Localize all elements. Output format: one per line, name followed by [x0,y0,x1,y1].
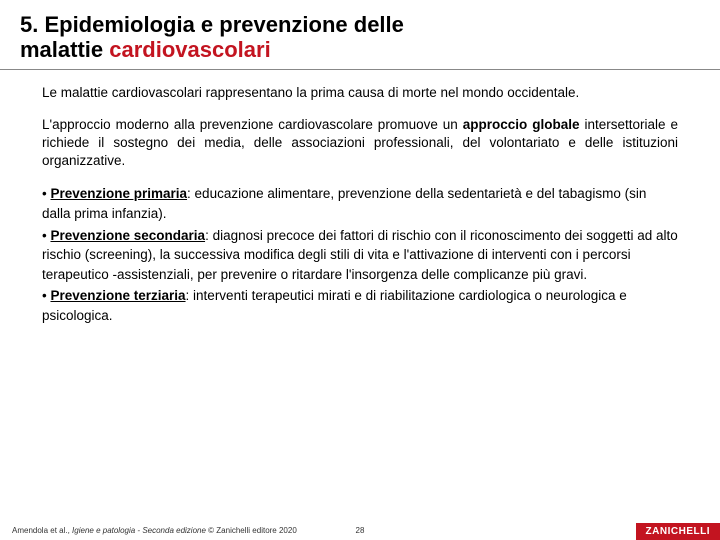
slide: 5. Epidemiologia e prevenzione delle mal… [0,0,720,540]
bullet-term: Prevenzione secondaria [50,228,205,243]
credit-italic: Igiene e patologia - Seconda edizione [72,526,206,535]
bullet-term: Prevenzione primaria [50,186,187,201]
bullet-item: • Prevenzione secondaria: diagnosi preco… [42,226,678,285]
credit-pre: Amendola et al., [12,526,72,535]
para2-lead: L'approccio moderno alla prevenzione car… [42,117,463,132]
bullet-list: • Prevenzione primaria: educazione alime… [42,184,678,325]
title-line1: 5. Epidemiologia e prevenzione delle [20,12,404,37]
footer-credit: Amendola et al., Igiene e patologia - Se… [12,526,297,535]
bullet-item: • Prevenzione terziaria: interventi tera… [42,286,678,325]
credit-post: © Zanichelli editore 2020 [206,526,297,535]
bullet-item: • Prevenzione primaria: educazione alime… [42,184,678,223]
footer: Amendola et al., Igiene e patologia - Se… [0,520,720,540]
slide-title: 5. Epidemiologia e prevenzione delle mal… [20,12,700,63]
para2-bold: approccio globale [463,117,580,132]
bullet-term: Prevenzione terziaria [50,288,185,303]
paragraph-2: L'approccio moderno alla prevenzione car… [42,116,678,171]
title-line2-plain: malattie [20,37,109,62]
page-number: 28 [356,526,365,535]
publisher-logo: ZANICHELLI [636,523,720,540]
title-accent-word: cardiovascolari [109,37,270,62]
paragraph-1: Le malattie cardiovascolari rappresentan… [42,84,678,102]
title-region: 5. Epidemiologia e prevenzione delle mal… [0,0,720,70]
body-region: Le malattie cardiovascolari rappresentan… [0,70,720,326]
